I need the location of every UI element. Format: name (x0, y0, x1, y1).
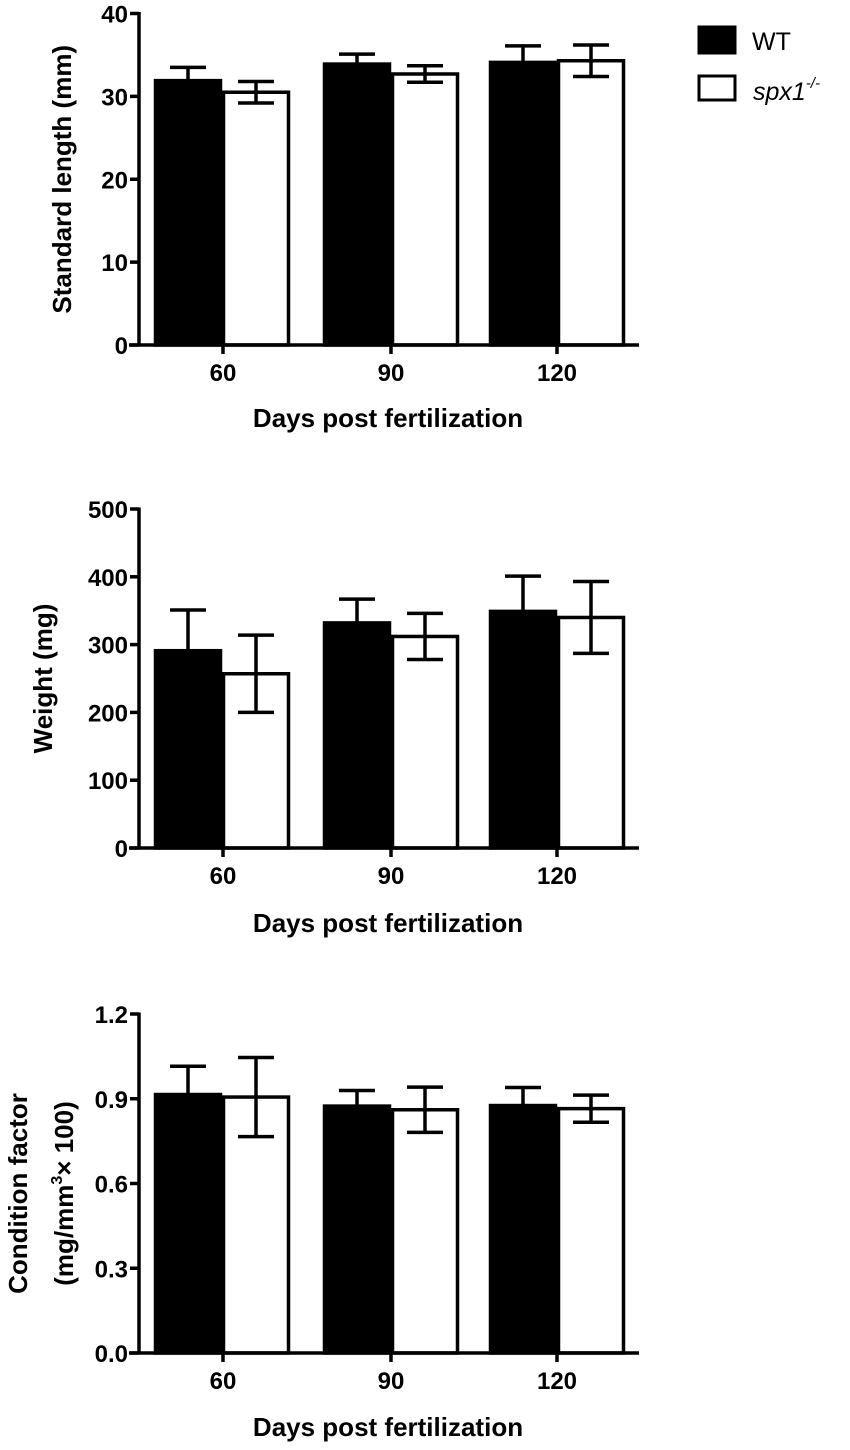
y-tick-label: 100 (88, 768, 128, 795)
legend: WT spx1-/- (697, 25, 820, 106)
y-tick-label: 0.9 (95, 1087, 128, 1114)
y-tick-label: 0.3 (95, 1256, 128, 1283)
y-axis-title: Weight (mg) (28, 604, 58, 754)
chart-standard-length: 0 10 20 30 40 60 90 120 Days post fertilization S… (47, 2, 639, 433)
x-tick-label: 60 (210, 863, 237, 890)
bar-wt-60 (153, 1092, 223, 1355)
chart-weight: 0 100 200 300 400 500 60 90 120 Days post fertili… (28, 497, 639, 938)
y-axis-title-unit: (mg/mm (49, 1185, 79, 1286)
legend-label-spx1-main: spx1 (753, 78, 806, 106)
y-tick-label: 0.0 (95, 1341, 128, 1368)
y-tick-label: 30 (101, 84, 128, 111)
bar-wt-90 (322, 621, 392, 850)
legend-label-spx1: spx1-/- (753, 75, 820, 106)
bar-spx1-90 (390, 72, 460, 347)
bar-spx1-120 (556, 58, 626, 347)
bar-wt-60 (153, 78, 223, 347)
x-axis-title: Days post fertilization (253, 1412, 523, 1442)
y-axis-title: Standard length (mm) (47, 45, 77, 314)
x-tick-label: 90 (378, 863, 405, 890)
bar-spx1-60 (221, 90, 291, 347)
y-tick-label: 20 (101, 167, 128, 194)
bar-spx1-90 (390, 1108, 460, 1355)
y-tick-label: 500 (88, 497, 128, 524)
x-tick-label: 90 (378, 1368, 405, 1395)
legend-swatch-spx1 (697, 74, 737, 102)
legend-label-spx1-superscript: -/- (806, 75, 820, 92)
y-axis-title-superscript: 3 (49, 1176, 66, 1185)
y-tick-label: 300 (88, 633, 128, 660)
bar-spx1-90 (390, 634, 460, 850)
x-axis-title: Days post fertilization (253, 908, 523, 938)
x-tick-label: 90 (378, 360, 405, 387)
bar-wt-120 (488, 1103, 558, 1355)
x-tick-label: 60 (210, 1368, 237, 1395)
y-tick-label: 0 (115, 333, 128, 360)
y-axis-title-line-1: Condition factor (3, 1093, 33, 1294)
bar-wt-90 (322, 1104, 392, 1355)
y-tick-label: 0 (115, 836, 128, 863)
y-tick-label: 1.2 (95, 1002, 128, 1029)
y-tick-label: 400 (88, 565, 128, 592)
y-axis-title-multiplier: × 100) (49, 1101, 79, 1175)
legend-label-wt: WT (752, 28, 791, 56)
chart-condition-factor: 0.0 0.3 0.6 0.9 1.2 60 90 120 Days post fertiliz… (3, 1002, 639, 1442)
x-tick-label: 120 (537, 863, 577, 890)
legend-swatch-wt (697, 25, 737, 55)
bar-wt-90 (322, 62, 392, 347)
bar-spx1-60 (221, 1095, 291, 1355)
bar-wt-120 (488, 609, 558, 850)
x-tick-label: 60 (210, 360, 237, 387)
y-tick-label: 200 (88, 700, 128, 727)
x-tick-label: 120 (537, 360, 577, 387)
bar-spx1-120 (556, 1106, 626, 1355)
bar-wt-120 (488, 60, 558, 347)
y-tick-label: 40 (101, 2, 128, 29)
y-axis-title-line-2: (mg/mm3× 100) (49, 1101, 79, 1285)
y-tick-label: 0.6 (95, 1172, 128, 1199)
y-tick-label: 10 (101, 250, 128, 277)
bar-wt-60 (153, 648, 223, 850)
x-tick-label: 120 (537, 1368, 577, 1395)
x-axis-title: Days post fertilization (253, 403, 523, 433)
